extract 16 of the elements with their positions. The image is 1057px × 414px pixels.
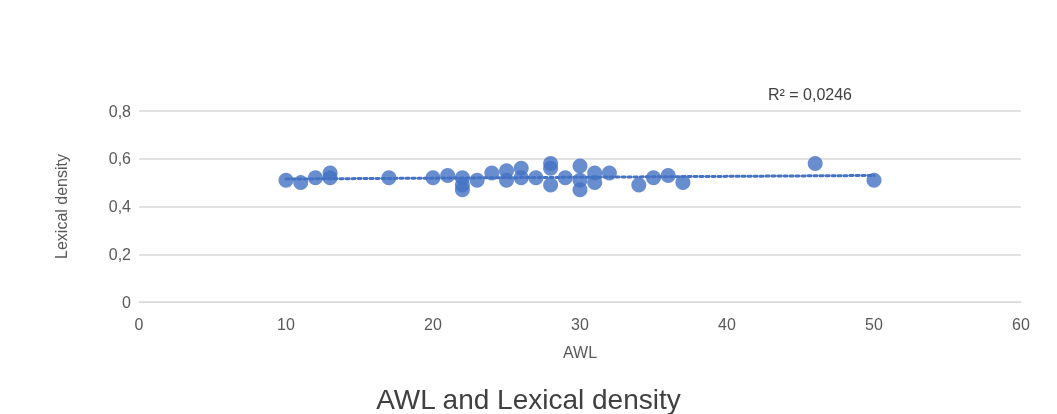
y-axis-title: Lexical density: [52, 154, 70, 259]
x-tick-label: 40: [718, 315, 736, 333]
x-axis-title: AWL: [562, 343, 598, 361]
y-tick-label: 0,2: [108, 245, 132, 263]
x-tick-label: 0: [134, 315, 144, 333]
x-tick-label: 10: [277, 315, 295, 333]
x-tick-label: 20: [424, 315, 442, 333]
y-tick-label: 0,6: [108, 150, 132, 168]
x-tick-label: 30: [571, 315, 589, 333]
y-tick-label: 0,4: [108, 198, 132, 215]
text: R² = 0,0246: [767, 85, 853, 103]
x-tick-label: 60: [1012, 315, 1030, 333]
x-tick-label: 50: [865, 315, 883, 333]
y-tick-label: 0: [122, 293, 132, 311]
y-tick-label: 0,8: [108, 102, 132, 120]
text: AWL and Lexical density: [376, 383, 681, 414]
